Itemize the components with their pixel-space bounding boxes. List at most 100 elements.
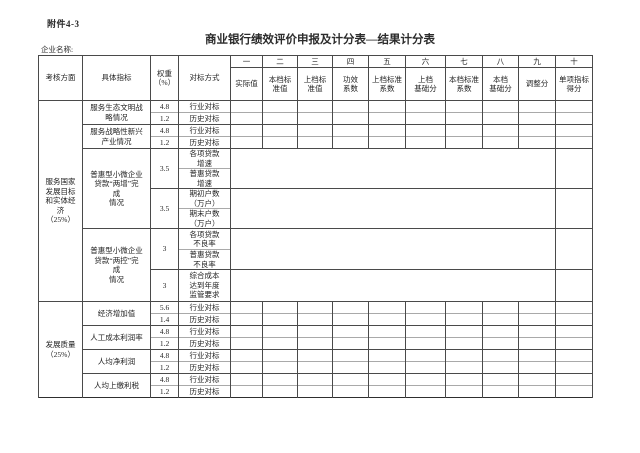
empty-cell bbox=[518, 337, 556, 350]
header-metric: 上档标 准值 bbox=[297, 67, 333, 101]
empty-cell bbox=[518, 100, 556, 113]
empty-cell bbox=[555, 124, 593, 137]
method-cell: 历史对标 bbox=[178, 385, 231, 398]
empty-cell bbox=[482, 136, 519, 149]
header-metric: 上档 基础分 bbox=[405, 67, 446, 101]
empty-cell bbox=[518, 325, 556, 338]
empty-cell bbox=[262, 136, 298, 149]
score-cell bbox=[555, 148, 593, 189]
weight-cell: 1.2 bbox=[150, 361, 179, 374]
header-metric: 实际值 bbox=[230, 67, 263, 101]
empty-cell bbox=[555, 337, 593, 350]
method-cell: 普惠贷款 不良率 bbox=[178, 249, 231, 270]
empty-cell bbox=[405, 361, 446, 374]
header-col-number: 五 bbox=[368, 55, 406, 68]
empty-cell bbox=[297, 301, 333, 314]
empty-cell bbox=[230, 124, 263, 137]
empty-cell bbox=[332, 337, 369, 350]
header-weight: 权重 （%） bbox=[150, 55, 179, 101]
indicator-cell: 人均上缴利税 bbox=[82, 373, 151, 398]
empty-cell bbox=[332, 124, 369, 137]
empty-cell bbox=[262, 325, 298, 338]
empty-cell bbox=[368, 373, 406, 386]
header-col-number: 四 bbox=[332, 55, 369, 68]
empty-cell bbox=[405, 385, 446, 398]
weight-cell: 1.4 bbox=[150, 313, 179, 326]
empty-cell bbox=[445, 313, 483, 326]
empty-cell bbox=[297, 313, 333, 326]
method-cell: 行业对标 bbox=[178, 301, 231, 314]
empty-cell bbox=[405, 112, 446, 125]
weight-cell: 4.8 bbox=[150, 349, 179, 362]
empty-cell bbox=[368, 124, 406, 137]
empty-cell bbox=[482, 361, 519, 374]
empty-cell bbox=[445, 337, 483, 350]
empty-cell bbox=[518, 361, 556, 374]
weight-cell: 1.2 bbox=[150, 337, 179, 350]
method-cell: 行业对标 bbox=[178, 373, 231, 386]
empty-cell bbox=[445, 385, 483, 398]
empty-cell bbox=[297, 373, 333, 386]
header-metric: 本档标 准值 bbox=[262, 67, 298, 101]
header-col-number: 七 bbox=[445, 55, 483, 68]
header-metric: 调整分 bbox=[518, 67, 556, 101]
header-col-number: 一 bbox=[230, 55, 263, 68]
empty-cell bbox=[230, 349, 263, 362]
empty-cell bbox=[518, 301, 556, 314]
empty-cell bbox=[368, 136, 406, 149]
empty-cell bbox=[262, 373, 298, 386]
method-cell: 历史对标 bbox=[178, 112, 231, 125]
empty-cell bbox=[518, 313, 556, 326]
header-metric: 单项指标 得分 bbox=[555, 67, 593, 101]
header-col-number: 十 bbox=[555, 55, 593, 68]
empty-cell bbox=[262, 112, 298, 125]
empty-cell bbox=[262, 337, 298, 350]
empty-cell bbox=[332, 349, 369, 362]
empty-cell bbox=[332, 361, 369, 374]
method-cell: 各项贷款 不良率 bbox=[178, 228, 231, 250]
empty-cell bbox=[482, 313, 519, 326]
weight-cell: 5.6 bbox=[150, 301, 179, 314]
empty-cell bbox=[297, 325, 333, 338]
empty-cell bbox=[368, 325, 406, 338]
empty-cell bbox=[518, 385, 556, 398]
weight-cell: 3 bbox=[150, 269, 179, 302]
method-cell: 各项贷款 增速 bbox=[178, 148, 231, 169]
empty-cell bbox=[332, 313, 369, 326]
merged-empty-cell bbox=[230, 148, 556, 189]
empty-cell bbox=[445, 349, 483, 362]
empty-cell bbox=[482, 124, 519, 137]
weight-cell: 1.2 bbox=[150, 112, 179, 125]
method-cell: 历史对标 bbox=[178, 136, 231, 149]
empty-cell bbox=[445, 100, 483, 113]
empty-cell bbox=[445, 361, 483, 374]
empty-cell bbox=[332, 136, 369, 149]
empty-cell bbox=[262, 361, 298, 374]
method-cell: 普惠贷款 增速 bbox=[178, 168, 231, 189]
empty-cell bbox=[368, 313, 406, 326]
empty-cell bbox=[262, 100, 298, 113]
empty-cell bbox=[518, 349, 556, 362]
header-metric: 本档标准 系数 bbox=[445, 67, 483, 101]
empty-cell bbox=[405, 100, 446, 113]
empty-cell bbox=[405, 313, 446, 326]
empty-cell bbox=[555, 385, 593, 398]
empty-cell bbox=[297, 385, 333, 398]
empty-cell bbox=[405, 349, 446, 362]
empty-cell bbox=[262, 349, 298, 362]
empty-cell bbox=[368, 349, 406, 362]
empty-cell bbox=[445, 373, 483, 386]
indicator-cell: 普惠型小微企业 贷款“两控”完 成 情况 bbox=[82, 228, 151, 302]
header-method: 对标方式 bbox=[178, 55, 231, 101]
empty-cell bbox=[297, 337, 333, 350]
weight-cell: 3 bbox=[150, 228, 179, 270]
empty-cell bbox=[405, 337, 446, 350]
empty-cell bbox=[262, 313, 298, 326]
page-title: 商业银行绩效评价申报及计分表—结果计分表 bbox=[205, 34, 435, 46]
weight-cell: 4.8 bbox=[150, 100, 179, 113]
empty-cell bbox=[518, 136, 556, 149]
empty-cell bbox=[230, 325, 263, 338]
empty-cell bbox=[230, 361, 263, 374]
empty-cell bbox=[332, 301, 369, 314]
method-cell: 期初户数 （万户） bbox=[178, 188, 231, 209]
